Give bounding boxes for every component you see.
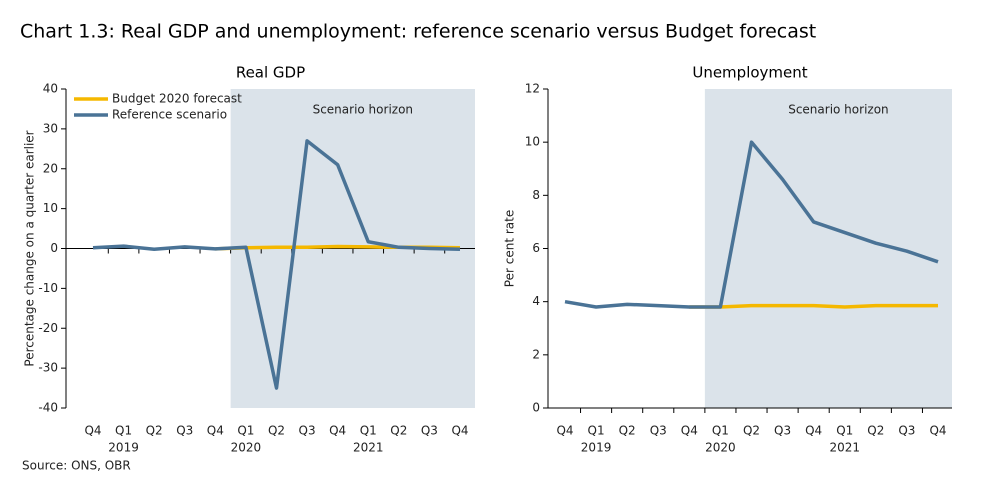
year-label: 2020 (231, 441, 262, 455)
series-line (689, 303, 938, 309)
x-tick-label: Q3 (650, 424, 667, 438)
x-tick-label: Q4 (207, 424, 224, 438)
x-tick-label: Q2 (743, 424, 760, 438)
y-tick-label: 12 (525, 82, 540, 96)
y-tick-label: 4 (532, 294, 540, 308)
y-tick-label: 30 (43, 121, 58, 135)
annotation: Scenario horizon (313, 103, 413, 117)
series-line (564, 140, 939, 309)
x-tick-label: Q4 (805, 424, 822, 438)
y-tick-label: -30 (38, 361, 58, 375)
x-tick-label: Q2 (390, 424, 407, 438)
x-tick-label: Q4 (556, 424, 573, 438)
chart-title: Unemployment (692, 64, 807, 82)
x-tick-label: Q4 (451, 424, 468, 438)
x-tick-label: Q3 (774, 424, 791, 438)
year-label: 2020 (705, 441, 736, 455)
x-tick-label: Q4 (929, 424, 946, 438)
year-label: 2021 (353, 441, 384, 455)
y-tick-label: 2 (532, 347, 540, 361)
x-tick-label: Q1 (588, 424, 605, 438)
x-tick-label: Q2 (268, 424, 285, 438)
year-label: 2021 (829, 441, 860, 455)
y-tick-label: 40 (43, 82, 58, 96)
x-tick-label: Q4 (84, 424, 101, 438)
year-label: 2019 (108, 441, 139, 455)
year-label: 2019 (581, 441, 612, 455)
x-tick-label: Q1 (712, 424, 729, 438)
y-tick-label: -40 (38, 401, 58, 415)
y-tick-label: -20 (38, 321, 58, 335)
x-tick-label: Q3 (421, 424, 438, 438)
x-tick-label: Q3 (898, 424, 915, 438)
y-tick-label: 0 (532, 401, 540, 415)
x-tick-label: Q2 (146, 424, 163, 438)
y-tick-label: 10 (43, 201, 58, 215)
source: Source: ONS, OBR (22, 459, 131, 473)
page-title: Chart 1.3: Real GDP and unemployment: re… (20, 21, 816, 43)
x-tick-label: Q1 (836, 424, 853, 438)
legend-label: Budget 2020 forecast (112, 92, 242, 106)
y-tick-label: 8 (532, 188, 540, 202)
y-axis-label: Per cent rate (503, 210, 517, 287)
x-tick-label: Q2 (619, 424, 636, 438)
annotation: Scenario horizon (788, 103, 888, 117)
x-tick-label: Q1 (115, 424, 132, 438)
y-axis-label: Percentage change on a quarter earlier (23, 130, 37, 366)
scenario-shade (704, 89, 952, 408)
series-line (92, 139, 461, 390)
legend-label: Reference scenario (112, 108, 227, 122)
x-tick-label: Q1 (360, 424, 377, 438)
x-tick-label: Q3 (299, 424, 316, 438)
x-tick-label: Q2 (867, 424, 884, 438)
x-tick-label: Q3 (176, 424, 193, 438)
y-tick-label: 0 (50, 241, 58, 255)
x-tick-label: Q1 (237, 424, 254, 438)
y-tick-label: -10 (38, 281, 58, 295)
chart-title: Real GDP (236, 64, 305, 82)
y-tick-label: 10 (525, 135, 540, 149)
y-tick-label: 6 (532, 241, 540, 255)
y-tick-label: 20 (43, 161, 58, 175)
x-tick-label: Q4 (681, 424, 698, 438)
x-tick-label: Q4 (329, 424, 346, 438)
